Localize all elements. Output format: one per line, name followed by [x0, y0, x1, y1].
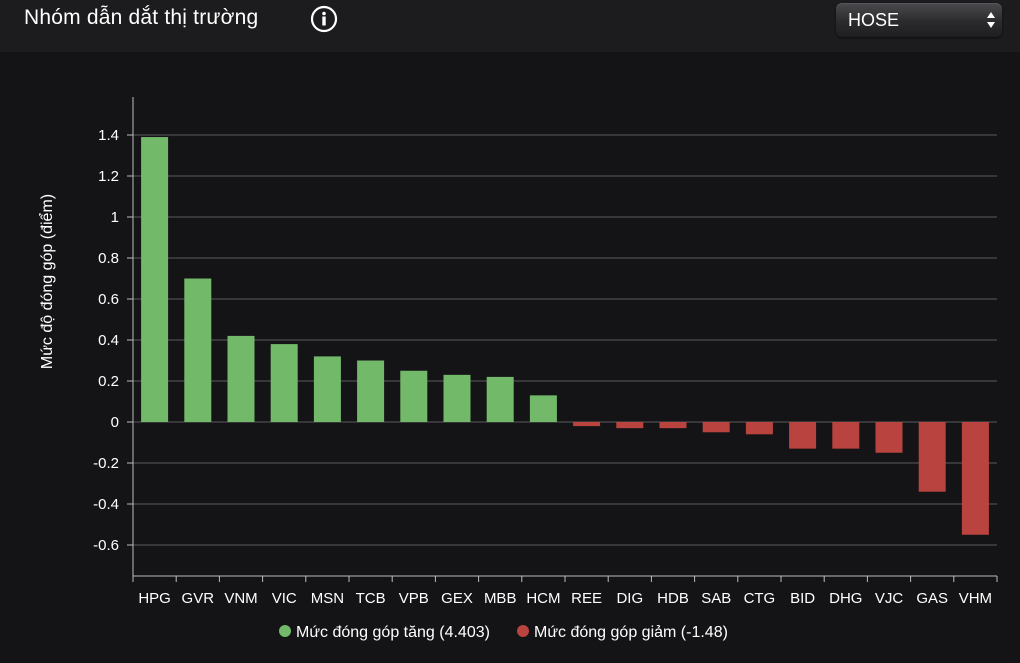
- x-tick-label: VNM: [224, 590, 257, 607]
- x-tick-label: VPB: [399, 590, 429, 607]
- bars: [141, 137, 989, 535]
- chart-svg: 1.4 1.2 1 0.8 0.6 0.4 0.2 0 -0.2 -0.4 -0.6 Mức độ đ…: [38, 97, 998, 641]
- legend-marker: [517, 625, 529, 637]
- exchange-select[interactable]: HOSE: [836, 3, 1002, 37]
- x-tick-label: VIC: [272, 590, 297, 607]
- bar-ree: [573, 422, 601, 427]
- bar-ctg: [745, 422, 773, 435]
- x-tick-label: SAB: [701, 590, 731, 607]
- bar-sab: [702, 422, 730, 433]
- y-tick-label: 1.4: [98, 127, 119, 144]
- x-tick-label: GEX: [441, 590, 473, 607]
- chart-header: Nhóm dẫn dắt thị trường HOSE: [0, 0, 1020, 52]
- legend-label: Mức đóng góp tăng (4.403): [296, 624, 490, 641]
- exchange-select-value: HOSE: [848, 10, 900, 30]
- x-tick-label: REE: [571, 590, 602, 607]
- y-tick-label: -0.4: [93, 496, 119, 513]
- bar-vpb: [400, 370, 428, 422]
- x-tick-label: GAS: [916, 590, 948, 607]
- y-tick-label: 0.4: [98, 332, 119, 349]
- bar-gex: [443, 374, 471, 422]
- x-tick-label: MSN: [311, 590, 344, 607]
- grid-lines: [133, 134, 997, 546]
- x-tick-label: HDB: [657, 590, 689, 607]
- x-tick-label: TCB: [356, 590, 386, 607]
- bar-msn: [313, 356, 341, 422]
- select-arrows-icon: [987, 12, 995, 28]
- bar-bid: [789, 422, 817, 449]
- bar-vnm: [227, 335, 255, 422]
- x-tick-label: VJC: [875, 590, 904, 607]
- y-axis-label: Mức độ đóng góp (điểm): [38, 194, 56, 369]
- x-tick-label: HPG: [138, 590, 171, 607]
- legend: Mức đóng góp tăng (4.403) Mức đóng góp gi…: [279, 624, 728, 641]
- bar-dig: [616, 422, 644, 429]
- bar-chart: 1.4 1.2 1 0.8 0.6 0.4 0.2 0 -0.2 -0.4 -0.6 Mức độ đ…: [0, 52, 1020, 658]
- x-tick-label: HCM: [526, 590, 560, 607]
- bar-tcb: [357, 360, 385, 422]
- bar-vic: [270, 344, 298, 422]
- bar-vhm: [961, 422, 989, 535]
- y-tick-label: -0.2: [93, 455, 119, 472]
- bar-dhg: [832, 422, 860, 449]
- x-tick-label: BID: [790, 590, 815, 607]
- bar-gvr: [184, 278, 212, 422]
- bar-hpg: [141, 137, 169, 423]
- legend-marker: [279, 625, 291, 637]
- x-tick-label: DIG: [616, 590, 643, 607]
- legend-label: Mức đóng góp giảm (-1.48): [534, 624, 728, 641]
- x-tick-label: VHM: [959, 590, 992, 607]
- bar-gas: [918, 422, 946, 492]
- y-tick-label: 1: [111, 209, 119, 226]
- info-icon[interactable]: [310, 5, 338, 33]
- page-title: Nhóm dẫn dắt thị trường: [24, 6, 259, 29]
- bar-vjc: [875, 422, 903, 453]
- y-tick-label: 0.6: [98, 291, 119, 308]
- y-tick-label: 0: [111, 414, 119, 431]
- x-tick-label: CTG: [744, 590, 776, 607]
- axes: 1.4 1.2 1 0.8 0.6 0.4 0.2 0 -0.2 -0.4 -0.6 Mức độ đ…: [38, 97, 998, 607]
- x-tick-label: GVR: [182, 590, 215, 607]
- y-tick-label: 0.2: [98, 373, 119, 390]
- y-tick-label: 0.8: [98, 250, 119, 267]
- y-tick-label: 1.2: [98, 168, 119, 185]
- y-tick-label: -0.6: [93, 537, 119, 554]
- bar-hcm: [529, 395, 557, 422]
- x-tick-label: DHG: [829, 590, 862, 607]
- bar-mbb: [486, 376, 514, 422]
- bar-hdb: [659, 422, 687, 429]
- x-tick-label: MBB: [484, 590, 517, 607]
